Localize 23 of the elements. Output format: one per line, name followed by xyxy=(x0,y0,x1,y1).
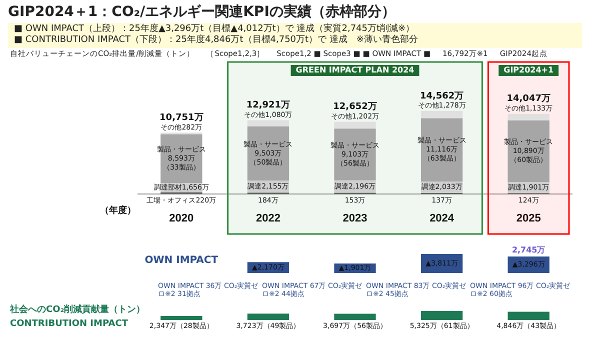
bar xyxy=(334,122,376,129)
x-tick-label: 2024 xyxy=(430,212,455,224)
total-label: 12,921万 xyxy=(246,100,290,111)
band-label: GREEN IMPACT PLAN 2024 xyxy=(296,66,415,75)
annotation: 2,745万 xyxy=(512,246,546,255)
chart-title: 社会へのCO₂削減貢献量（トン） xyxy=(10,303,146,316)
total-label: 10,751万 xyxy=(160,112,204,123)
chart-title: GIP2024＋1：CO₂/エネルギー関連KPIの実績（赤枠部分） xyxy=(7,2,396,22)
chart-subtitle: ■ OWN IMPACT（上段）：25年度▲3,296万t（目標▲4,012万t）で 達成（実質2,745万t削減※） ■ CONTRIBUTION IMPACT（下段）：25年度4,846万t（目標4,750万t）で 達成 ※薄い青色部分 xyxy=(8,23,582,48)
total-label: 12,652万 xyxy=(333,102,377,112)
total-label: 14,047万 xyxy=(506,94,550,104)
bar xyxy=(420,110,463,118)
x-tick-label: 2020 xyxy=(169,212,194,224)
x-tick-label: 2025 xyxy=(516,212,541,224)
bar xyxy=(247,120,290,126)
text: CONTRIBUTION IMPACT xyxy=(10,319,128,329)
chart-title: OWN IMPACT xyxy=(144,255,218,266)
x-tick-label: 2022 xyxy=(256,212,280,224)
x-axis-title: （年度） xyxy=(100,205,136,216)
bar xyxy=(508,114,550,120)
band-label: GIP2024+1 xyxy=(504,66,554,75)
total-label: 14,562万 xyxy=(420,91,464,102)
x-tick-label: 2023 xyxy=(342,212,368,224)
